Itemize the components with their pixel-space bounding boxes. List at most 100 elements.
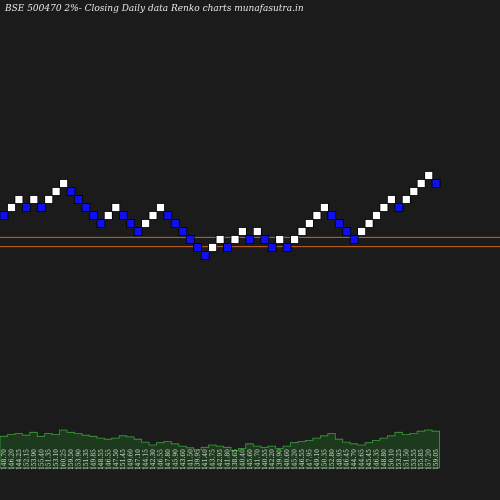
renko-brick-up — [141, 219, 151, 228]
renko-brick-down — [170, 219, 180, 228]
renko-brick-up — [364, 219, 374, 228]
renko-brick-up — [386, 195, 396, 204]
volume-label: 153.25 — [396, 449, 403, 470]
volume-label: 149.10 — [314, 449, 321, 470]
volume-label: 155.40 — [38, 449, 45, 470]
volume-label: 147.95 — [306, 449, 313, 470]
volume-label: 147.10 — [135, 449, 142, 470]
renko-brick-down — [126, 219, 136, 228]
renko-brick-up — [275, 235, 285, 244]
volume-label: 141.70 — [254, 449, 261, 470]
volume-label: 148.55 — [98, 449, 105, 470]
volume-label: 155.85 — [418, 449, 425, 470]
renko-brick-down — [394, 203, 404, 212]
renko-brick-up — [297, 227, 307, 236]
volume-label: 148.80 — [381, 449, 388, 470]
renko-brick-down — [200, 251, 210, 260]
renko-brick-down — [0, 211, 9, 220]
renko-brick-down — [327, 211, 337, 220]
volume-label: 151.45 — [120, 449, 127, 470]
volume-label: 150.10 — [388, 449, 395, 470]
volume-label: 157.20 — [426, 449, 433, 470]
renko-brick-down — [193, 243, 203, 252]
volume-labels: 148.70 146.20 144.25 152.15 153.90 155.40 151.… — [1, 449, 440, 470]
renko-bricks — [0, 171, 441, 260]
renko-brick-up — [252, 227, 262, 236]
renko-brick-up — [357, 227, 367, 236]
volume-label: 142.95 — [217, 449, 224, 470]
renko-brick-up — [372, 211, 381, 220]
volume-label: 151.35 — [83, 449, 90, 470]
volume-label: 140.60 — [284, 449, 291, 470]
renko-brick-up — [14, 195, 24, 204]
volume-label: 143.75 — [210, 449, 217, 470]
volume-label: 147.80 — [165, 449, 172, 470]
renko-brick-down — [349, 235, 359, 244]
volume-label: 153.55 — [411, 449, 418, 470]
renko-brick-up — [59, 179, 68, 188]
renko-brick-up — [51, 187, 61, 196]
renko-brick-down — [36, 203, 46, 212]
volume-label: 144.70 — [351, 449, 358, 470]
volume-area-path — [0, 429, 440, 469]
renko-brick-down — [260, 235, 270, 244]
renko-brick-down — [66, 187, 76, 196]
renko-brick-up — [230, 235, 240, 244]
renko-brick-down — [89, 211, 98, 220]
renko-brick-down — [96, 219, 106, 228]
renko-brick-up — [103, 211, 113, 220]
volume-label: 152.80 — [329, 449, 336, 470]
renko-brick-down — [334, 219, 344, 228]
volume-label: 145.20 — [292, 449, 299, 470]
renko-brick-down — [282, 243, 292, 252]
volume-label: 146.55 — [105, 449, 112, 470]
volume-label: 152.15 — [23, 449, 30, 470]
volume-label: 146.55 — [299, 449, 306, 470]
volume-label: 149.85 — [90, 449, 97, 470]
volume-label: 159.50 — [68, 449, 75, 470]
volume-label: 153.10 — [53, 449, 60, 470]
renko-brick-up — [44, 195, 54, 204]
volume-label: 150.35 — [321, 449, 328, 470]
volume-label: 153.90 — [76, 449, 83, 470]
volume-label: 139.95 — [195, 449, 202, 470]
volume-label: 142.20 — [269, 449, 276, 470]
renko-brick-down — [21, 203, 31, 212]
volume-label: 146.20 — [8, 449, 15, 470]
volume-label: 149.60 — [128, 449, 135, 470]
chart-title: BSE 500470 2%- Closing Daily data Renko … — [4, 4, 304, 14]
volume-label: 151.50 — [403, 449, 410, 470]
volume-label: 148.70 — [1, 449, 8, 470]
renko-brick-up — [401, 195, 411, 204]
renko-brick-up — [424, 171, 434, 180]
volume-label: 153.90 — [31, 449, 38, 470]
renko-brick-up — [379, 203, 389, 212]
volume-label: 141.50 — [187, 449, 194, 470]
renko-brick-down — [178, 227, 188, 236]
renko-brick-down — [133, 227, 143, 236]
renko-brick-down — [185, 235, 195, 244]
renko-brick-down — [74, 195, 83, 204]
renko-brick-up — [416, 179, 426, 188]
renko-brick-up — [148, 211, 158, 220]
volume-label: 145.90 — [172, 449, 179, 470]
volume-label: 145.60 — [247, 449, 254, 470]
renko-brick-down — [163, 211, 173, 220]
volume-area — [0, 429, 440, 469]
volume-label: 151.35 — [46, 449, 53, 470]
renko-brick-up — [156, 203, 165, 212]
renko-brick-down — [81, 203, 91, 212]
renko-brick-up — [290, 235, 300, 244]
renko-brick-down — [267, 243, 277, 252]
volume-label: 148.95 — [336, 449, 343, 470]
volume-label: 146.55 — [158, 449, 165, 470]
renko-brick-up — [237, 227, 247, 236]
renko-brick-up — [304, 219, 314, 228]
renko-brick-up — [208, 243, 218, 252]
volume-label: 143.60 — [180, 449, 187, 470]
renko-brick-down — [431, 179, 441, 188]
volume-label: 146.35 — [374, 449, 381, 470]
volume-label: 146.45 — [344, 449, 351, 470]
